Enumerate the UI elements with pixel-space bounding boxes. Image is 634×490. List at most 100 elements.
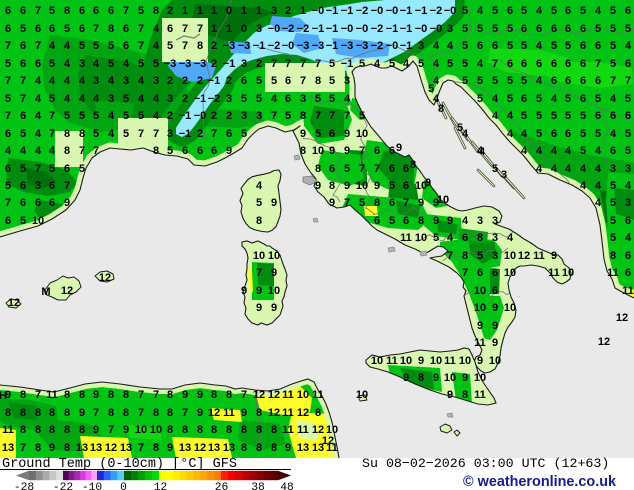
svg-text:5: 5 [123, 110, 129, 122]
svg-text:10: 10 [253, 250, 265, 262]
svg-text:8: 8 [167, 407, 173, 419]
svg-text:6: 6 [610, 145, 616, 157]
svg-text:4: 4 [479, 146, 486, 158]
svg-text:8: 8 [462, 389, 468, 401]
svg-text:4: 4 [507, 232, 514, 244]
svg-text:−1: −1 [253, 40, 266, 52]
svg-text:−1: −1 [179, 110, 192, 122]
svg-text:11: 11 [444, 355, 456, 367]
svg-text:4: 4 [138, 75, 145, 87]
svg-text:5: 5 [536, 110, 542, 122]
svg-text:© weatheronline.co.uk: © weatheronline.co.uk [463, 474, 617, 490]
svg-text:5: 5 [49, 93, 55, 105]
svg-text:7: 7 [211, 128, 217, 140]
svg-text:M: M [41, 286, 50, 298]
svg-text:−2: −2 [430, 5, 443, 17]
svg-text:5: 5 [389, 180, 395, 192]
svg-text:6: 6 [197, 145, 203, 157]
svg-text:6: 6 [285, 75, 291, 87]
svg-text:7: 7 [138, 23, 144, 35]
svg-text:3: 3 [241, 58, 247, 70]
svg-text:5: 5 [507, 75, 513, 87]
svg-text:9: 9 [329, 197, 335, 209]
svg-text:4: 4 [595, 180, 602, 192]
svg-text:9: 9 [5, 389, 11, 401]
svg-text:6: 6 [565, 58, 571, 70]
svg-text:10: 10 [268, 250, 280, 262]
svg-text:−2: −2 [356, 5, 369, 17]
svg-text:5: 5 [256, 197, 262, 209]
svg-text:6: 6 [551, 75, 557, 87]
svg-text:7: 7 [344, 110, 350, 122]
svg-text:9: 9 [226, 145, 232, 157]
svg-text:26: 26 [215, 482, 229, 490]
svg-text:11: 11 [312, 389, 324, 401]
svg-text:4: 4 [49, 75, 56, 87]
svg-text:4: 4 [551, 93, 558, 105]
svg-text:8: 8 [123, 389, 129, 401]
svg-text:4: 4 [35, 93, 42, 105]
svg-text:5: 5 [20, 215, 26, 227]
svg-text:5: 5 [271, 75, 277, 87]
svg-text:2: 2 [167, 75, 173, 87]
svg-text:−0: −0 [415, 23, 428, 35]
svg-text:10: 10 [504, 302, 516, 314]
svg-text:6: 6 [108, 5, 114, 17]
svg-text:4: 4 [79, 93, 86, 105]
svg-text:−0: −0 [356, 23, 369, 35]
svg-text:5: 5 [241, 93, 247, 105]
svg-text:4: 4 [433, 40, 440, 52]
svg-text:5: 5 [625, 145, 631, 157]
svg-text:6: 6 [226, 128, 232, 140]
svg-text:13: 13 [208, 442, 220, 454]
svg-text:−1: −1 [326, 40, 339, 52]
svg-text:−3: −3 [194, 58, 207, 70]
svg-text:4: 4 [462, 128, 469, 140]
svg-text:7: 7 [300, 75, 306, 87]
svg-text:7: 7 [182, 23, 188, 35]
svg-text:8: 8 [79, 128, 85, 140]
svg-text:5: 5 [79, 40, 85, 52]
svg-text:5: 5 [5, 180, 11, 192]
svg-text:12: 12 [105, 442, 117, 454]
svg-text:11: 11 [548, 267, 560, 279]
svg-text:6: 6 [49, 23, 55, 35]
svg-text:6: 6 [93, 5, 99, 17]
svg-text:4: 4 [433, 75, 440, 87]
svg-text:−0: −0 [430, 23, 443, 35]
svg-text:5: 5 [359, 110, 365, 122]
svg-text:7: 7 [35, 5, 41, 17]
svg-text:7: 7 [625, 75, 631, 87]
svg-text:5: 5 [138, 110, 144, 122]
svg-text:−1: −1 [194, 93, 207, 105]
svg-text:4: 4 [492, 110, 499, 122]
svg-text:−3: −3 [312, 40, 325, 52]
svg-text:8: 8 [610, 250, 616, 262]
svg-text:5: 5 [49, 163, 55, 175]
svg-text:9: 9 [433, 372, 439, 384]
svg-text:5: 5 [108, 40, 114, 52]
svg-text:5: 5 [507, 40, 513, 52]
svg-text:9: 9 [167, 442, 173, 454]
svg-text:8: 8 [153, 145, 159, 157]
svg-text:10: 10 [150, 424, 162, 436]
svg-text:9: 9 [285, 442, 291, 454]
svg-text:9: 9 [374, 180, 380, 192]
svg-text:7: 7 [447, 250, 453, 262]
svg-text:4: 4 [35, 110, 42, 122]
svg-text:−1: −1 [208, 75, 221, 87]
svg-text:5: 5 [477, 23, 483, 35]
svg-text:6: 6 [35, 23, 41, 35]
svg-text:6: 6 [565, 5, 571, 17]
svg-text:7: 7 [271, 110, 277, 122]
svg-text:5: 5 [428, 83, 434, 95]
svg-text:Su 08−02−2026 03:00 UTC (12+63: Su 08−02−2026 03:00 UTC (12+63) [362, 456, 609, 471]
svg-text:5: 5 [418, 58, 424, 70]
svg-text:6: 6 [565, 23, 571, 35]
svg-text:10: 10 [32, 215, 44, 227]
svg-text:6: 6 [389, 197, 395, 209]
svg-text:8: 8 [477, 232, 483, 244]
svg-text:4: 4 [462, 215, 469, 227]
svg-text:11: 11 [533, 250, 545, 262]
svg-text:4: 4 [153, 40, 160, 52]
